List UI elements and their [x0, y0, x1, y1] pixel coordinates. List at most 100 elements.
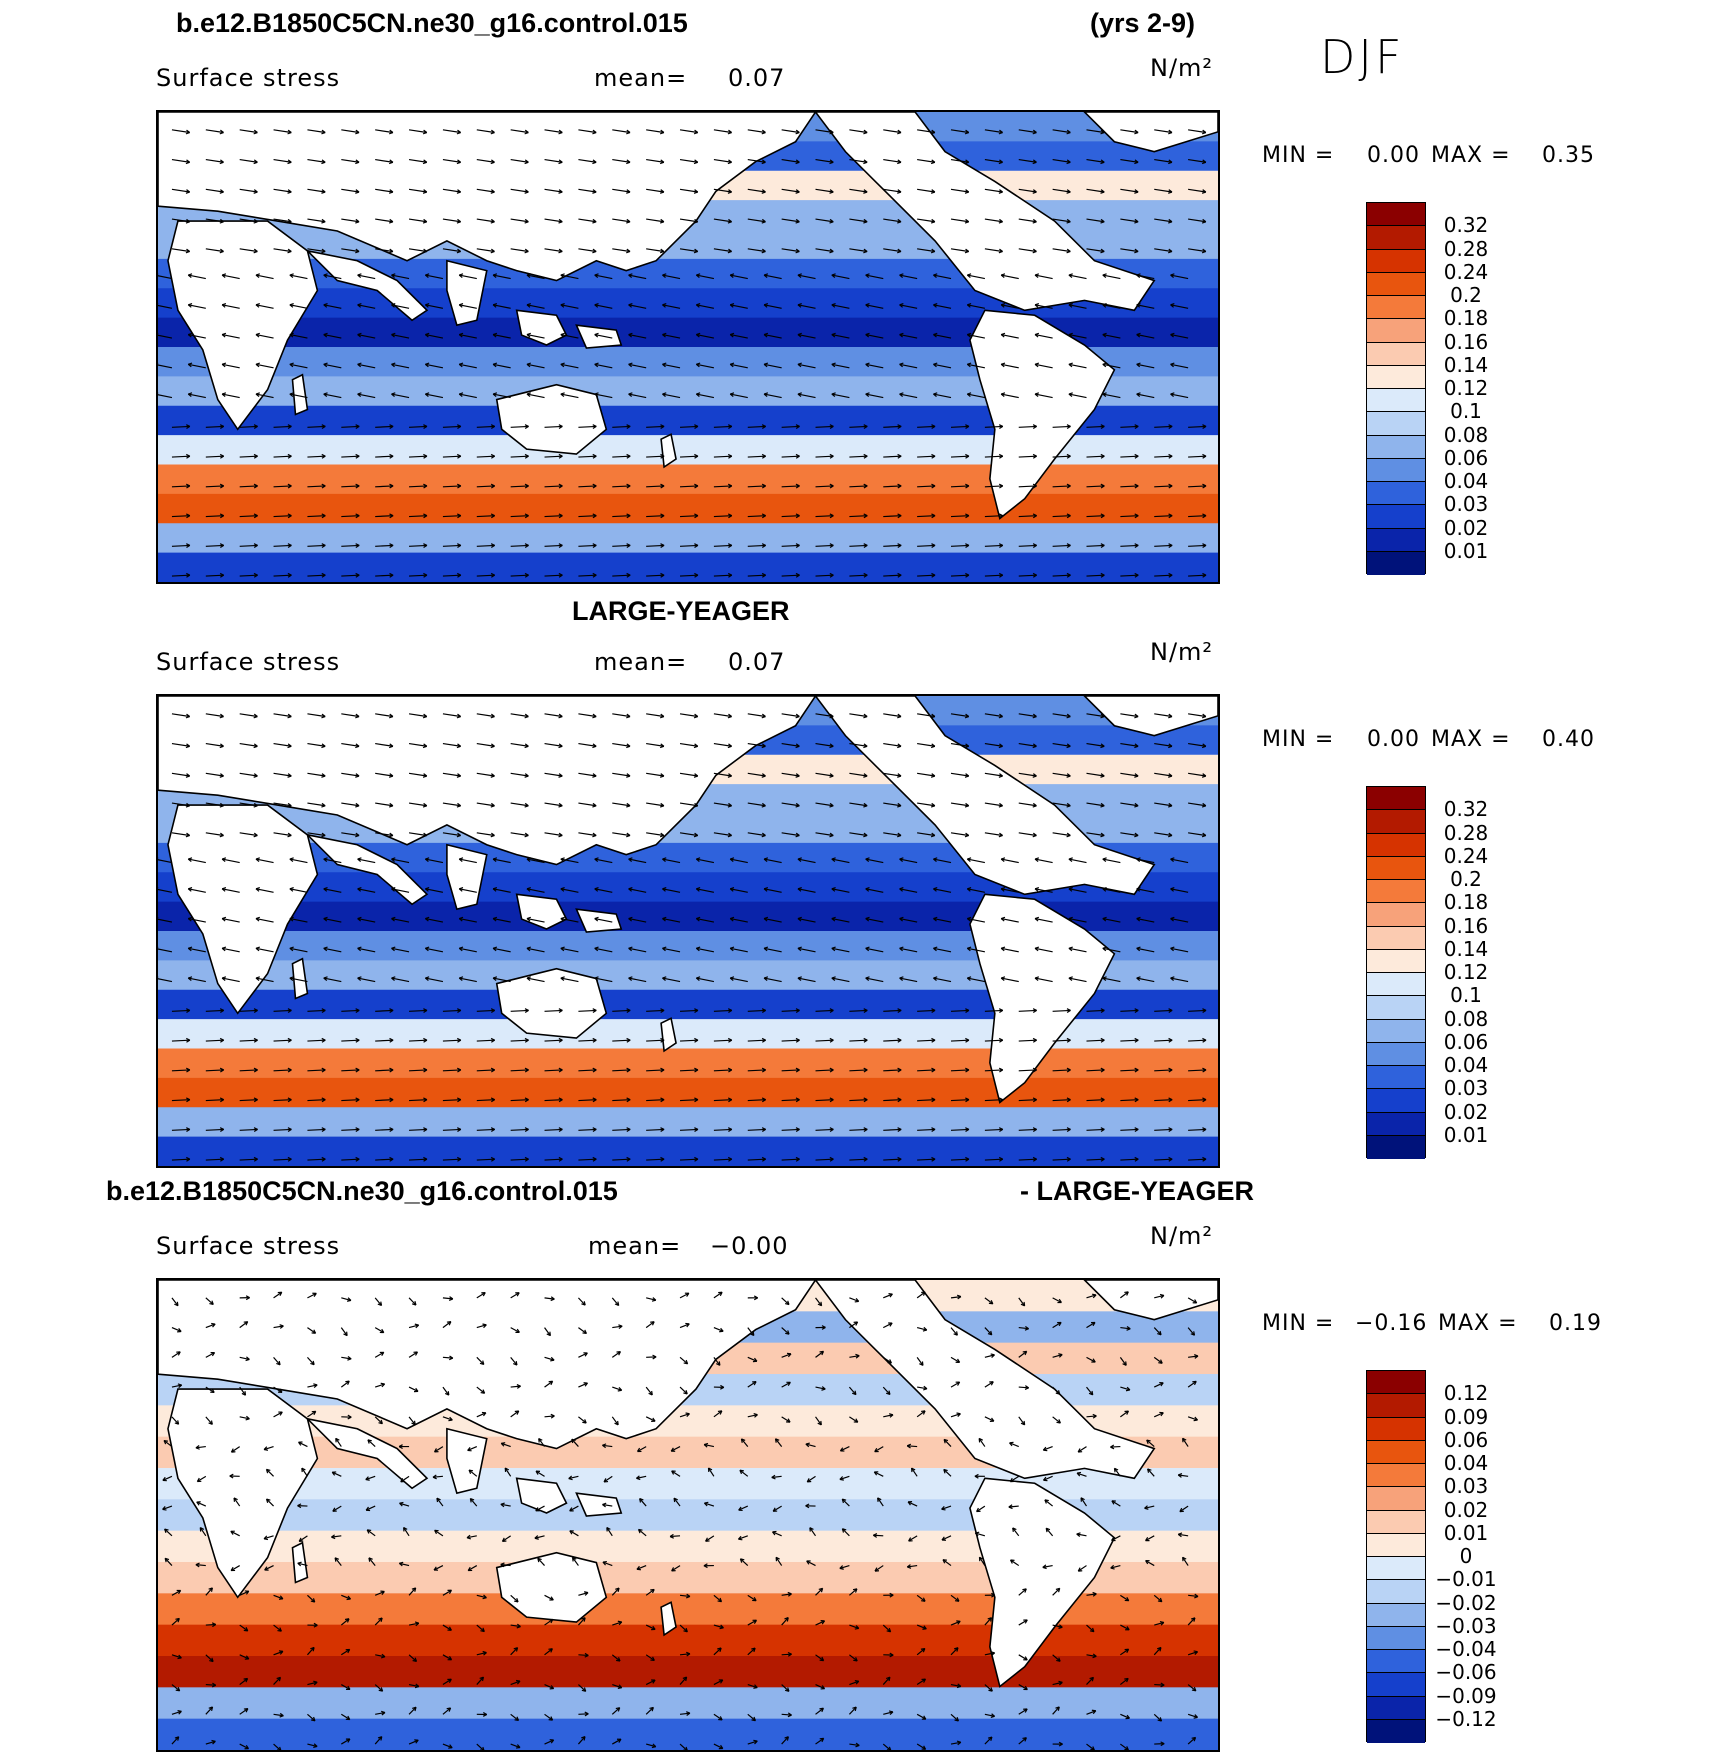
colorbar-tick-label: −0.02 — [1435, 1590, 1497, 1615]
case-title: b.e12.B1850C5CN.ne30_g16.control.015 — [176, 8, 688, 38]
colorbar-bin — [1367, 787, 1425, 811]
colorbar-tick-label: 0.02 — [1443, 515, 1489, 540]
colorbar-bin — [1367, 903, 1425, 927]
land-outline — [495, 383, 608, 455]
colorbar-tick-label: 0.14 — [1443, 936, 1489, 961]
panel-1-colorbar — [1366, 202, 1426, 575]
colorbar-tick-label: 0.01 — [1443, 538, 1489, 563]
colorbar-bin — [1367, 1135, 1425, 1159]
colorbar-tick-label: 0.16 — [1443, 329, 1489, 354]
land-outline — [495, 1551, 608, 1623]
colorbar-bin — [1367, 856, 1425, 880]
colorbar-tick-label: 0.24 — [1443, 843, 1489, 868]
panel-3-max-value: 0.19 — [1549, 1311, 1602, 1336]
panel-1-variable: Surface stress — [156, 64, 341, 92]
panel-1-mean-label: mean= — [594, 64, 688, 92]
field-band — [158, 1718, 1218, 1750]
colorbar-bin — [1367, 505, 1425, 529]
colorbar-bin — [1367, 1394, 1425, 1418]
land-outline — [167, 220, 319, 431]
field-band — [158, 1656, 1218, 1689]
colorbar-bin — [1367, 1464, 1425, 1488]
colorbar-tick-label: 0.02 — [1443, 1099, 1489, 1124]
wind-vectors — [158, 129, 1207, 578]
colorbar-tick-label: 0.09 — [1443, 1404, 1489, 1429]
colorbar-tick-label: 0.1 — [1450, 983, 1482, 1008]
colorbar-bin — [1367, 1440, 1425, 1464]
colorbar-bin — [1367, 342, 1425, 366]
field-band — [158, 1048, 1218, 1079]
colorbar-bin — [1367, 1626, 1425, 1650]
panel-2-mean-value: 0.07 — [728, 648, 786, 676]
panel-2-max-label: MAX = — [1431, 727, 1511, 752]
colorbar-tick-label: 0.02 — [1443, 1497, 1489, 1522]
panel-2-min-label: MIN = — [1262, 727, 1335, 752]
colorbar-tick-label: −0.04 — [1435, 1637, 1497, 1661]
field-band — [158, 1136, 1218, 1166]
field-band — [158, 1624, 1218, 1657]
colorbar-tick-label: 0.03 — [1443, 492, 1489, 517]
land-outline — [305, 1417, 429, 1490]
colorbar-bin — [1367, 880, 1425, 904]
land-outline — [167, 1388, 319, 1599]
field-band — [158, 552, 1218, 582]
colorbar-tick-label: 0.2 — [1450, 867, 1482, 891]
colorbar-tick-label: 0.06 — [1443, 1427, 1489, 1452]
colorbar-tick-label: −0.12 — [1435, 1706, 1497, 1731]
colorbar-tick-label: 0.18 — [1443, 306, 1489, 331]
colorbar-bin — [1367, 296, 1425, 320]
colorbar-bin — [1367, 365, 1425, 389]
colorbar-bin — [1367, 482, 1425, 506]
colorbar-bin — [1367, 272, 1425, 296]
panel-2-colorbar — [1366, 786, 1426, 1159]
colorbar-bin — [1367, 249, 1425, 273]
colorbar-bin — [1367, 1719, 1425, 1743]
panel-3-max-label: MAX = — [1438, 1311, 1518, 1336]
land-outline — [969, 893, 1116, 1104]
panel-1-max-label: MAX = — [1431, 143, 1511, 168]
colorbar-bin — [1367, 551, 1425, 575]
colorbar-bin — [1367, 949, 1425, 973]
colorbar-tick-label: 0.32 — [1443, 213, 1489, 238]
colorbar-bin — [1367, 996, 1425, 1020]
colorbar-tick-label: 0.32 — [1443, 797, 1489, 822]
colorbar-bin — [1367, 435, 1425, 459]
colorbar-tick-label: 0.03 — [1443, 1076, 1489, 1101]
panel-3-field — [158, 1280, 1218, 1750]
panel-1-min-label: MIN = — [1262, 143, 1335, 168]
colorbar-tick-label: 0.16 — [1443, 913, 1489, 938]
panel-1-mean-value: 0.07 — [728, 64, 786, 92]
colorbar-tick-label: −0.01 — [1435, 1567, 1497, 1592]
colorbar-bin — [1367, 1112, 1425, 1136]
panel-1-units: N/m² — [1150, 54, 1214, 82]
panel-3-variable: Surface stress — [156, 1232, 341, 1260]
colorbar-bin — [1367, 1042, 1425, 1066]
colorbar-bin — [1367, 458, 1425, 482]
land-outline — [969, 1477, 1116, 1688]
colorbar-tick-label: 0.12 — [1443, 960, 1489, 984]
colorbar-tick-label: 0.24 — [1443, 259, 1489, 284]
land-outline — [305, 249, 429, 322]
colorbar-tick-label: 0.08 — [1443, 422, 1489, 447]
colorbar-tick-label: −0.03 — [1435, 1613, 1497, 1638]
panel-1-map — [156, 110, 1220, 584]
panel-3-mean-value: −0.00 — [710, 1232, 789, 1260]
colorbar-bin — [1367, 203, 1425, 227]
land-outline — [1083, 696, 1218, 737]
field-band — [158, 464, 1218, 495]
land-outline — [305, 833, 429, 906]
colorbar-bin — [1367, 226, 1425, 250]
panel-3-min-label: MIN = — [1262, 1311, 1335, 1336]
panel-2-colorbar-ticks: 0.32 0.28 0.24 0.2 0.18 0.16 0.14 0.12 0.1 0.08 0.… — [1416, 786, 1536, 1158]
panel-2-max-value: 0.40 — [1542, 727, 1595, 752]
panel-2-variable: Surface stress — [156, 648, 341, 676]
panel-3-units: N/m² — [1150, 1222, 1214, 1250]
land-outline — [969, 309, 1116, 520]
colorbar-bin — [1367, 319, 1425, 343]
colorbar-tick-label: 0.12 — [1443, 1381, 1489, 1406]
panel-3-map — [156, 1278, 1220, 1752]
colorbar-bin — [1367, 1066, 1425, 1090]
colorbar-bin — [1367, 1371, 1425, 1395]
colorbar-bin — [1367, 1673, 1425, 1697]
wind-vectors — [162, 1291, 1199, 1750]
